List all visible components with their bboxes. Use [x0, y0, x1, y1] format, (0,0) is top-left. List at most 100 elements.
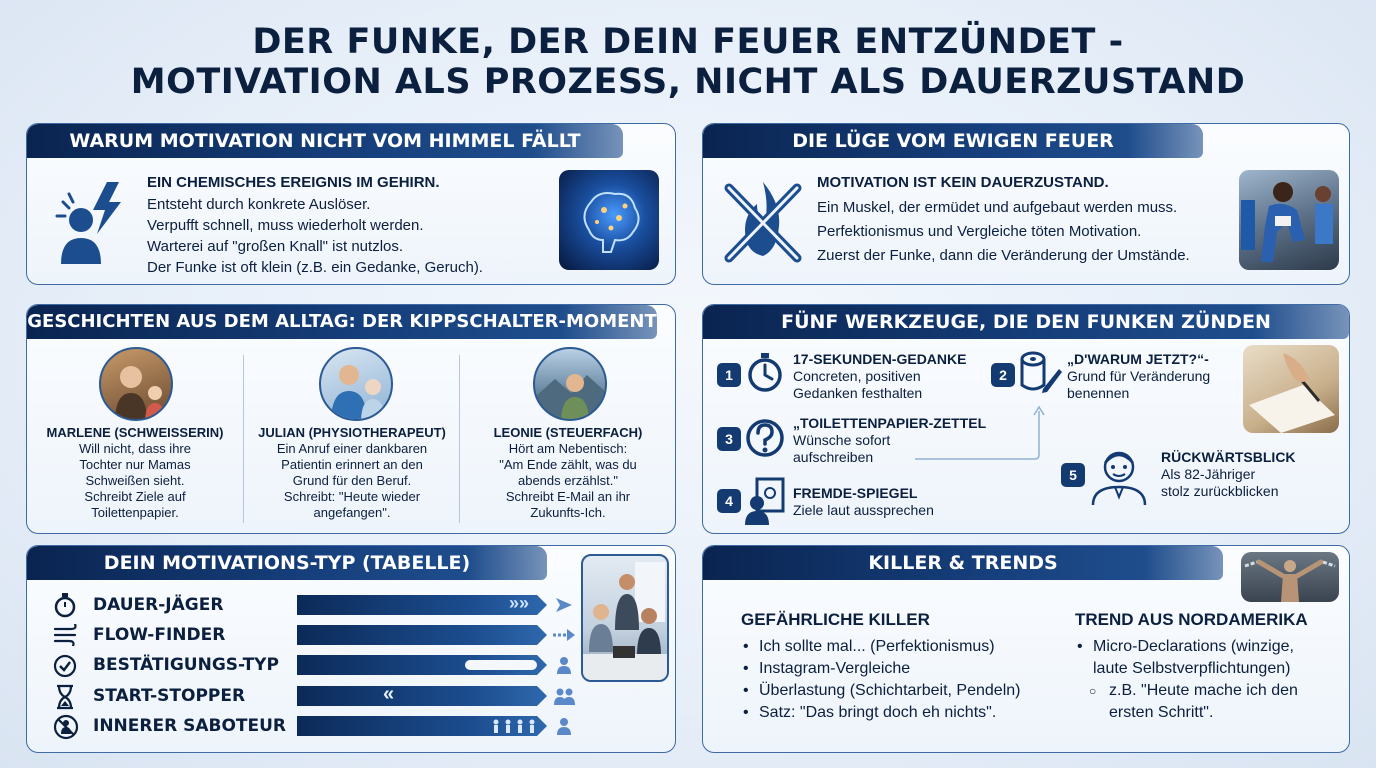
person-marlene: MARLENE (SCHWEISSERIN) Will nicht, dass …	[33, 425, 237, 521]
tool-17-seconds: 17-SEKUNDEN-GEDANKE Concreten, positiven…	[793, 351, 993, 402]
panel1-line: Warterei auf "großen Knall" ist nutzlos.	[147, 238, 404, 255]
person-line: Schreibt E-Mail an ihr	[505, 489, 631, 504]
divider	[459, 355, 460, 523]
list-item: Satz: "Das bringt doch eh nichts".	[741, 702, 1081, 724]
panel1-subheading: EIN CHEMISCHES EREIGNIS IM GEHIRN.	[147, 174, 440, 191]
tool-number: 5	[1061, 463, 1085, 487]
tool-number: 1	[717, 363, 741, 387]
panel-heading: KILLER & TRENDS	[703, 546, 1223, 580]
notebook-icon	[1249, 353, 1335, 433]
tool-line: Gedanken festhalten	[793, 385, 923, 401]
brain-image	[559, 170, 659, 270]
avatar-marlene	[99, 347, 173, 421]
tool-title: RÜCKWÄRTSBLICK	[1161, 449, 1296, 465]
person-icon	[557, 657, 571, 674]
chains-photo	[1241, 552, 1339, 602]
type-label: INNERER SABOTEUR	[93, 716, 287, 736]
stopwatch-icon	[748, 353, 782, 392]
person-line: Zukunfts-Ich.	[530, 505, 606, 520]
person-line: Will nicht, dass ihre	[79, 441, 191, 456]
person-line: Schweißen sieht.	[85, 473, 185, 488]
type-bar	[297, 625, 547, 645]
person-leonie: LEONIE (STEUERFACH) Hört am Nebentisch: …	[463, 425, 673, 521]
tool-line: aufschreiben	[793, 449, 874, 465]
panel-heading: DEIN MOTIVATIONS-TYP (TABELLE)	[27, 546, 547, 580]
person-icon	[557, 718, 571, 735]
tool-look-back: RÜCKWÄRTSBLICK Als 82-Jähriger stolz zur…	[1161, 449, 1331, 500]
person-line: angefangen".	[313, 505, 391, 520]
check-circle-icon	[53, 654, 77, 678]
killers-heading: GEFÄHRLICHE KILLER	[741, 610, 930, 629]
list-item: Micro-Declarations (winzige, laute Selbst…	[1075, 636, 1345, 680]
panel-heading: WARUM MOTIVATION NICHT VOM HIMMEL FÄLLT	[27, 124, 623, 158]
person-name: LEONIE (STEUERFACH)	[493, 425, 643, 440]
panel-heading: FÜNF WERKZEUGE, DIE DEN FUNKEN ZÜNDEN	[703, 305, 1349, 339]
person-line: "Am Ende zählt, was du	[499, 457, 637, 472]
person-lightning-icon	[55, 182, 121, 264]
panel-five-tools: FÜNF WERKZEUGE, DIE DEN FUNKEN ZÜNDEN 1 …	[702, 304, 1350, 534]
tool-toilet-paper-note: „TOILETTENPAPIER-ZETTEL Wünsche sofort a…	[793, 415, 1033, 466]
list-item: Instagram-Vergleiche	[741, 658, 1081, 680]
tool-stranger-mirror: FREMDE-SPIEGEL Ziele laut aussprechen	[793, 485, 1013, 519]
hourglass-icon	[57, 684, 73, 710]
wind-icon	[53, 624, 77, 646]
dotted-arrow-icon	[553, 629, 575, 641]
runner-icon	[1241, 182, 1333, 262]
tool-line: Grund für Veränderung	[1067, 368, 1211, 384]
tool-number: 4	[717, 489, 741, 513]
panel2-line: Ein Muskel, der ermüdet und aufgebaut we…	[817, 199, 1178, 216]
list-item: Überlastung (Schichtarbeit, Pendeln)	[741, 680, 1081, 702]
team-icon	[583, 562, 667, 680]
tool-line: Wünsche sofort	[793, 432, 891, 448]
person-line: Tochter nur Mamas	[79, 457, 191, 472]
type-bar: »»	[297, 595, 547, 615]
person-line: Schreibt: "Heute wieder	[283, 489, 421, 504]
type-bar	[297, 655, 547, 675]
avatar-julian	[319, 347, 393, 421]
panel-why-motivation: WARUM MOTIVATION NICHT VOM HIMMEL FÄLLT …	[26, 123, 676, 285]
tool-number: 3	[717, 427, 741, 451]
tool-line: stolz zurückblicken	[1161, 483, 1279, 499]
panel1-line: Entsteht durch konkrete Auslöser.	[147, 196, 371, 213]
person-line: Hört am Nebentisch:	[508, 441, 628, 456]
person-line: Patientin erinnert an den	[281, 457, 423, 472]
type-bar	[297, 716, 547, 736]
type-label: FLOW-FINDER	[93, 625, 226, 645]
tool-line: Als 82-Jähriger	[1161, 466, 1256, 482]
brain-icon	[583, 192, 640, 253]
bar-gap	[465, 660, 537, 670]
crossed-flame-icon	[724, 182, 802, 263]
page-title: DER FUNKE, DER DEIN FEUER ENTZÜNDET - MO…	[0, 22, 1376, 102]
panel-heading: DIE LÜGE VOM EWIGEN FEUER	[703, 124, 1203, 158]
runner-photo	[1239, 170, 1339, 270]
type-label: DAUER-JÄGER	[93, 595, 224, 615]
title-line-1: DER FUNKE, DER DEIN FEUER ENTZÜNDET -	[252, 22, 1124, 62]
writing-photo	[1243, 345, 1339, 433]
panel2-subheading: MOTIVATION IST KEIN DAUERZUSTAND.	[817, 174, 1109, 191]
tool-title: „TOILETTENPAPIER-ZETTEL	[793, 415, 987, 431]
people-icon	[554, 688, 575, 705]
panel-killer-trends: KILLER & TRENDS GEFÄHRLICHE KILLER Ich s…	[702, 545, 1350, 753]
type-label: BESTÄTIGUNGS-TYP	[93, 655, 279, 675]
trend-heading: TREND AUS NORDAMERIKA	[1075, 610, 1308, 629]
question-icon	[746, 419, 784, 457]
mirror-person-icon	[745, 477, 785, 525]
list-item-line: Micro-Declarations (winzige,	[1093, 638, 1294, 655]
person-line: Ein Anruf einer dankbaren	[276, 441, 428, 456]
list-item-line: z.B. "Heute mache ich den	[1109, 682, 1298, 699]
saboteur-icon	[53, 714, 79, 740]
people-row-icon	[493, 719, 535, 733]
list-item-line: laute Selbstverpflichtungen)	[1093, 660, 1291, 677]
panel-heading: GESCHICHTEN AUS DEM ALLTAG: DER KIPPSCHA…	[27, 305, 657, 339]
panel-eternal-fire: DIE LÜGE VOM EWIGEN FEUER MOTIVATION IST…	[702, 123, 1350, 285]
panel2-line: Perfektionismus und Vergleiche töten Mot…	[817, 223, 1142, 240]
bar-marker: »»	[508, 593, 529, 613]
tool-number: 2	[991, 363, 1015, 387]
divider	[243, 355, 244, 523]
tool-line: Concreten, positiven	[793, 368, 921, 384]
office-photo	[581, 554, 669, 682]
person-line: Grund für den Beruf.	[292, 473, 412, 488]
bar-marker: «	[383, 683, 395, 705]
tool-title: FREMDE-SPIEGEL	[793, 485, 918, 501]
person-line: Toilettenpapier.	[91, 505, 179, 520]
